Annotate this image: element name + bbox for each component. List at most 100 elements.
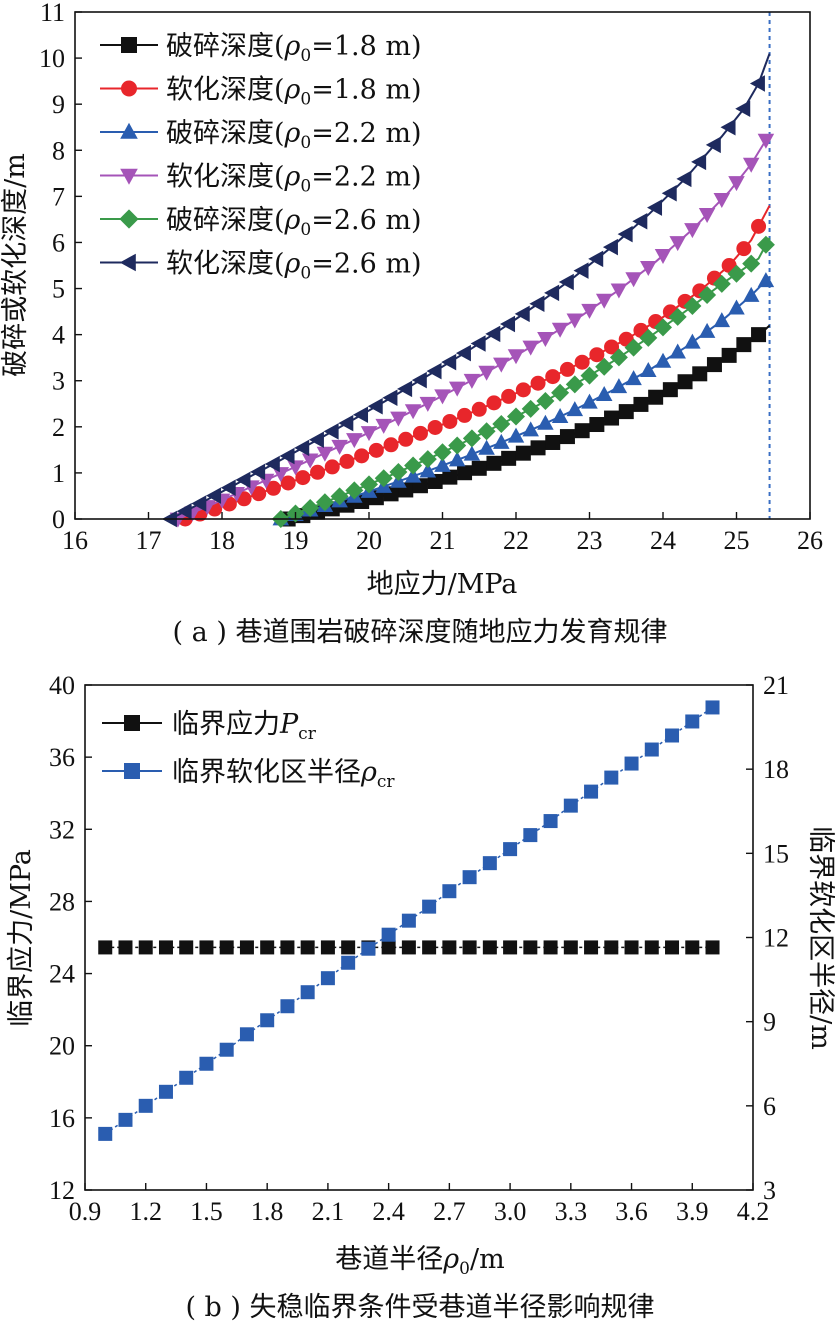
chart-b-x-tick-label: 1.5 [190,1197,223,1226]
chart-a-point [617,225,633,243]
chart-b-point [503,842,518,857]
chart-a-point [551,383,570,402]
chart-a-y-tick-label: 1 [52,459,65,488]
chart-a-point [265,480,281,496]
chart-b-point [158,940,173,955]
chart-a-point [565,375,584,394]
chart-a-point [558,273,574,291]
chart-a-point [610,283,628,299]
chart-b-point [118,940,133,955]
chart-a-point [478,439,495,455]
chart-b-x-tick-label: 1.2 [129,1197,162,1226]
chart-a-point [698,208,716,224]
chart-a-point [756,235,775,254]
chart-a-point [507,349,525,365]
chart-a-x-axis-label: 地应力/MPa [367,569,518,600]
chart-a-point [604,410,620,426]
chart-b-x-tick-label: 1.8 [251,1197,284,1226]
chart-a-point [404,456,423,475]
chart-a-point [757,272,775,288]
chart-a-point [640,261,657,277]
chart-a-point [566,401,584,417]
chart-a-point [698,322,716,338]
chart-b-point [563,798,578,813]
chart-b-point [584,940,599,955]
chart-a-point [427,473,443,489]
chart-a-point [633,396,649,412]
chart-b-point [138,1098,153,1113]
chart-a-point [609,348,628,367]
chart-b-legend-entry: 临界软化区半径ρcr [102,757,395,792]
chart-a-point [295,470,311,486]
chart-a-x-tick-label: 18 [209,526,235,555]
chart-b-point [260,1013,275,1028]
chart-b-point [219,1042,234,1057]
chart-a-point [507,407,525,426]
chart-a-legend-marker [120,168,138,185]
chart-b-point [401,913,416,928]
chart-b-x-tick-label: 2.1 [312,1197,345,1226]
chart-b-x-tick-label: 2.7 [433,1197,466,1226]
chart-a-legend-entry: 破碎深度(ρ0=2.2 m) [100,118,422,153]
chart-a-point [692,366,708,382]
chart-a-point [316,446,334,462]
chart-b-point [644,940,659,955]
chart-a-x-tick-label: 21 [430,526,456,555]
chart-a-point [521,399,540,418]
chart-b-caption: ( b ) 失稳临界条件受巷道半径影响规律 [185,1292,654,1323]
chart-a-point [602,238,618,256]
chart-a-point [294,439,310,457]
chart-a-point [404,467,422,483]
chart-b-point [381,940,396,955]
chart-a-point [462,429,481,448]
chart-b-x-tick-label: 4.2 [737,1197,770,1226]
chart-b-point [442,940,457,955]
chart-a-point [374,469,393,488]
chart-b-left-y-tick-label: 20 [49,1032,75,1061]
chart-a-point [530,440,546,456]
chart-a-point [522,421,539,437]
chart-a-point [683,297,702,316]
chart-a-point [720,118,736,136]
chart-a-y-tick-label: 3 [52,367,65,396]
chart-a-point [654,318,672,337]
chart-a-point [559,361,575,377]
chart-b-right-y-tick-label: 6 [763,1092,776,1121]
chart-a-point [639,328,658,347]
chart-b-point [563,940,578,955]
chart-a-legend-marker [119,209,139,229]
chart-b-x-label-rho: ρ [442,1244,459,1275]
chart-b-point [98,940,113,955]
chart-a-series-5 [271,235,775,528]
chart-a-point [500,315,516,333]
chart-b-x-label-suffix: /m [470,1244,505,1275]
chart-a-point [367,398,383,415]
chart-b-legend-label: 临界软化区半径ρcr [172,757,395,792]
chart-a-point [441,353,457,371]
chart-a-point [419,462,437,478]
chart-b-right-y-axis-label: 临界软化区半径/m [805,826,835,1050]
chart-b-left-y-tick-label: 16 [49,1104,75,1133]
chart-a-y-tick-label: 10 [39,44,65,73]
chart-a-y-ticks: 0 1 2 3 4 5 6 7 8 9 10 11 [39,0,82,534]
chart-a-point [507,427,525,443]
chart-a-point [589,417,605,433]
chart-a-point [677,374,693,390]
chart-a-point [353,406,369,423]
chart-a-point [574,354,590,370]
chart-b-point [705,700,720,715]
chart-a-point [493,357,510,373]
chart-a-point [589,347,605,363]
chart-b-point [341,955,356,970]
chart-a-point [536,392,555,411]
chart-b-left-y-ticks: 12 16 20 24 28 32 36 40 [49,671,92,1205]
chart-a-series-3 [272,272,775,526]
chart-a-point [485,325,501,343]
chart-a-y-tick-label: 2 [52,413,65,442]
chart-a-series-line [170,53,771,520]
chart-a-x-tick-label: 17 [136,526,162,555]
chart-b-x-tick-label: 3.0 [494,1197,527,1226]
chart-a-point [272,467,290,483]
chart-b-left-y-tick-label: 12 [49,1176,75,1205]
